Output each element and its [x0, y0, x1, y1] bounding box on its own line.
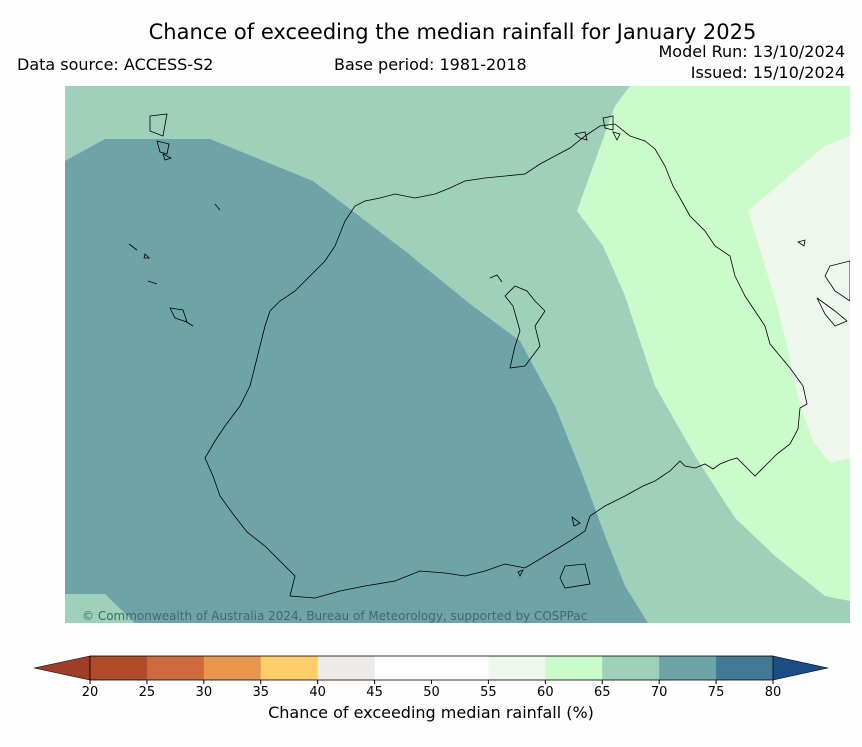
island-outline	[149, 113, 168, 137]
colorbar-tick-label: 20	[82, 685, 99, 697]
island-outline	[162, 153, 173, 161]
colorbar-tick-label: 30	[196, 685, 213, 697]
colorbar-extend-high	[772, 655, 829, 681]
island-outline	[574, 131, 588, 141]
colorbar-swatch	[260, 656, 319, 680]
run-info: Model Run: 13/10/2024 Issued: 15/10/2024	[659, 41, 846, 83]
island-outline	[214, 203, 221, 211]
forecast-map: © Commonwealth of Australia 2024, Bureau…	[65, 86, 850, 623]
map-title: Chance of exceeding the median rainfall …	[148, 20, 757, 44]
colorbar-tick-label: 65	[594, 685, 611, 697]
colorbar-swatch	[146, 656, 205, 680]
zone-70-75	[65, 139, 648, 623]
colorbar-tick-label: 70	[651, 685, 668, 697]
colorbar-swatch	[431, 656, 489, 680]
issued-label: Issued: 15/10/2024	[690, 63, 845, 82]
colorbar-swatch	[203, 656, 262, 680]
colorbar-swatch	[488, 656, 546, 680]
island-outline	[504, 285, 546, 369]
island-outline	[559, 563, 591, 589]
island-outline	[147, 280, 158, 285]
colorbar-swatch	[602, 656, 660, 680]
zone-70-75-sw	[65, 594, 135, 623]
model-run-label: Model Run: 13/10/2024	[658, 42, 846, 61]
island-outline	[824, 260, 850, 302]
island-outline	[489, 274, 503, 283]
colorbar-tick-label: 50	[423, 685, 440, 697]
coastlines	[128, 113, 850, 599]
island-outline	[204, 123, 808, 599]
island-outline	[184, 320, 194, 327]
base-period-label: Base period: 1981-2018	[334, 55, 527, 74]
colorbar-extend-low	[33, 655, 91, 681]
colorbar-tick-label: 75	[708, 685, 725, 697]
colorbar-swatch	[374, 656, 432, 680]
colorbar-swatch	[659, 656, 717, 680]
island-outline	[517, 569, 524, 577]
island-outline	[816, 297, 848, 327]
copyright-notice: © Commonwealth of Australia 2024, Bureau…	[82, 609, 587, 623]
colorbar-swatch	[317, 656, 376, 680]
island-outline	[128, 243, 138, 251]
colorbar-tick-label: 55	[480, 685, 497, 697]
colorbar-label: Chance of exceeding median rainfall (%)	[268, 703, 594, 722]
colorbar-tick-label: 40	[309, 685, 326, 697]
colorbar: 20 25 30 35 40 45 50 55 60 65 70 75 80	[33, 655, 829, 697]
colorbar-tick-label: 25	[139, 685, 156, 697]
colorbar-swatch	[545, 656, 603, 680]
colorbar-swatch	[716, 656, 774, 680]
colorbar-tick-label: 35	[252, 685, 269, 697]
colorbar-swatch	[90, 656, 148, 680]
colorbar-tick-label: 80	[765, 685, 782, 697]
island-outline	[612, 131, 621, 141]
island-outline	[602, 115, 614, 131]
island-outline	[571, 516, 581, 527]
zone-55-60	[748, 136, 850, 463]
island-outline	[143, 253, 150, 259]
island-outline	[797, 239, 806, 247]
colorbar-tick-label: 60	[537, 685, 554, 697]
island-outline	[156, 140, 170, 155]
data-source-label: Data source: ACCESS-S2	[17, 55, 214, 74]
colorbar-tick-label: 45	[366, 685, 383, 697]
